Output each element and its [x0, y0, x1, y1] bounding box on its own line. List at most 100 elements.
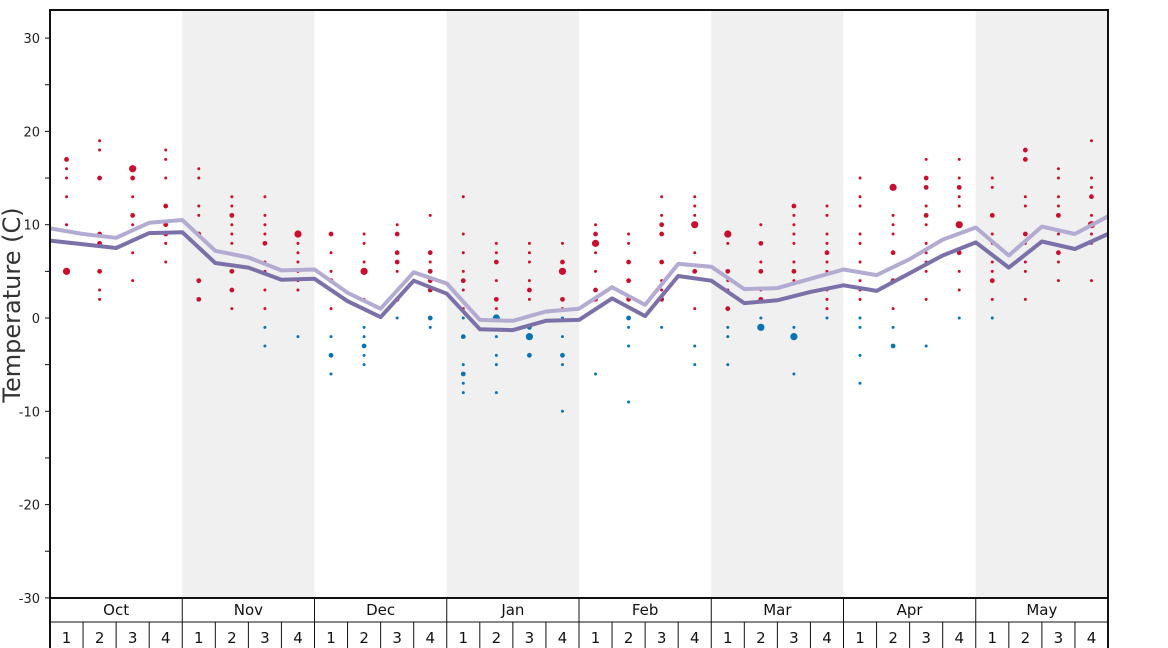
warm-point [957, 176, 961, 180]
warm-point [956, 184, 962, 190]
warm-point [1022, 147, 1028, 153]
warm-point [527, 251, 531, 255]
warm-point [1089, 139, 1093, 143]
week-label: 1 [855, 629, 865, 647]
warm-point [97, 175, 102, 181]
week-label: 2 [624, 629, 634, 647]
y-tick-label: -30 [19, 592, 40, 607]
cold-point [726, 363, 730, 367]
warm-point [229, 212, 235, 218]
cold-point [560, 352, 565, 358]
warm-point [461, 195, 465, 199]
cold-point [361, 343, 367, 349]
warm-point [825, 297, 829, 301]
warm-point [759, 223, 763, 227]
week-label: 4 [954, 629, 964, 647]
warm-point [360, 267, 368, 275]
warm-point [924, 204, 928, 208]
lower-line [49, 230, 1109, 333]
warm-point [65, 176, 69, 180]
cold-point [461, 363, 465, 367]
warm-point [858, 204, 862, 208]
warm-point [197, 167, 201, 171]
cold-point [525, 333, 534, 341]
cold-point [263, 344, 267, 348]
cold-point [560, 335, 564, 339]
plot-frame [49, 9, 1109, 599]
warm-point [957, 195, 961, 199]
month-label-apr: Apr [897, 601, 924, 619]
warm-point [65, 167, 69, 171]
warm-point [494, 279, 498, 283]
cold-point [362, 353, 366, 357]
cold-point [329, 372, 333, 376]
warm-point [724, 230, 732, 238]
warm-point [1089, 176, 1093, 180]
warm-point [858, 232, 862, 236]
week-label: 4 [1087, 629, 1097, 647]
warm-point [329, 251, 333, 255]
warm-point [1056, 176, 1060, 180]
shade-nov [182, 10, 315, 598]
warm-point [527, 279, 531, 283]
warm-point [659, 259, 665, 265]
week-label: 1 [591, 629, 601, 647]
warm-point [858, 260, 862, 264]
cold-point [427, 315, 433, 321]
warm-point [1023, 260, 1027, 264]
warm-point [957, 269, 961, 273]
warm-point [692, 268, 698, 274]
week-label: 1 [723, 629, 733, 647]
warm-point [792, 241, 796, 245]
warm-point [494, 241, 498, 245]
cold-point [693, 344, 697, 348]
warm-point [98, 148, 102, 152]
cold-point [792, 372, 796, 376]
warm-point [924, 157, 928, 161]
warm-point [1056, 279, 1060, 283]
warm-point [626, 278, 631, 284]
cold-point [858, 316, 862, 320]
warm-point [428, 260, 432, 264]
cold-point [858, 353, 862, 357]
warm-point [726, 241, 730, 245]
warm-point [296, 251, 300, 255]
warm-point [197, 176, 201, 180]
warm-point [591, 239, 600, 247]
warm-point [460, 278, 466, 284]
warm-point [494, 251, 498, 255]
week-label: 2 [359, 629, 369, 647]
y-tick-label: -10 [19, 405, 40, 420]
y-tick-label: 30 [23, 32, 40, 47]
warm-point [792, 232, 796, 236]
warm-point [329, 269, 333, 273]
cold-point [296, 335, 300, 339]
warm-point [924, 297, 928, 301]
data-points [62, 139, 1096, 413]
warm-point [924, 269, 928, 273]
warm-point [825, 204, 829, 208]
shade-mar [711, 10, 844, 598]
warm-point [824, 250, 830, 256]
cold-point [757, 323, 765, 331]
warm-point [593, 287, 598, 293]
warm-point [493, 296, 499, 302]
warm-point [461, 232, 465, 236]
warm-point [989, 212, 995, 218]
week-label: 2 [888, 629, 898, 647]
warm-point [593, 231, 598, 237]
shade-may [975, 10, 1108, 598]
warm-point [923, 212, 929, 218]
warm-point [395, 223, 399, 227]
cold-point [494, 353, 498, 357]
warm-point [527, 241, 531, 245]
warm-point [461, 288, 465, 292]
warm-point [990, 232, 994, 236]
warm-point [164, 260, 168, 264]
warm-point [229, 268, 235, 274]
cold-point [460, 371, 466, 377]
warm-point [427, 268, 433, 274]
warm-point [989, 278, 995, 284]
warm-point [1023, 195, 1027, 199]
cold-point [726, 335, 730, 339]
